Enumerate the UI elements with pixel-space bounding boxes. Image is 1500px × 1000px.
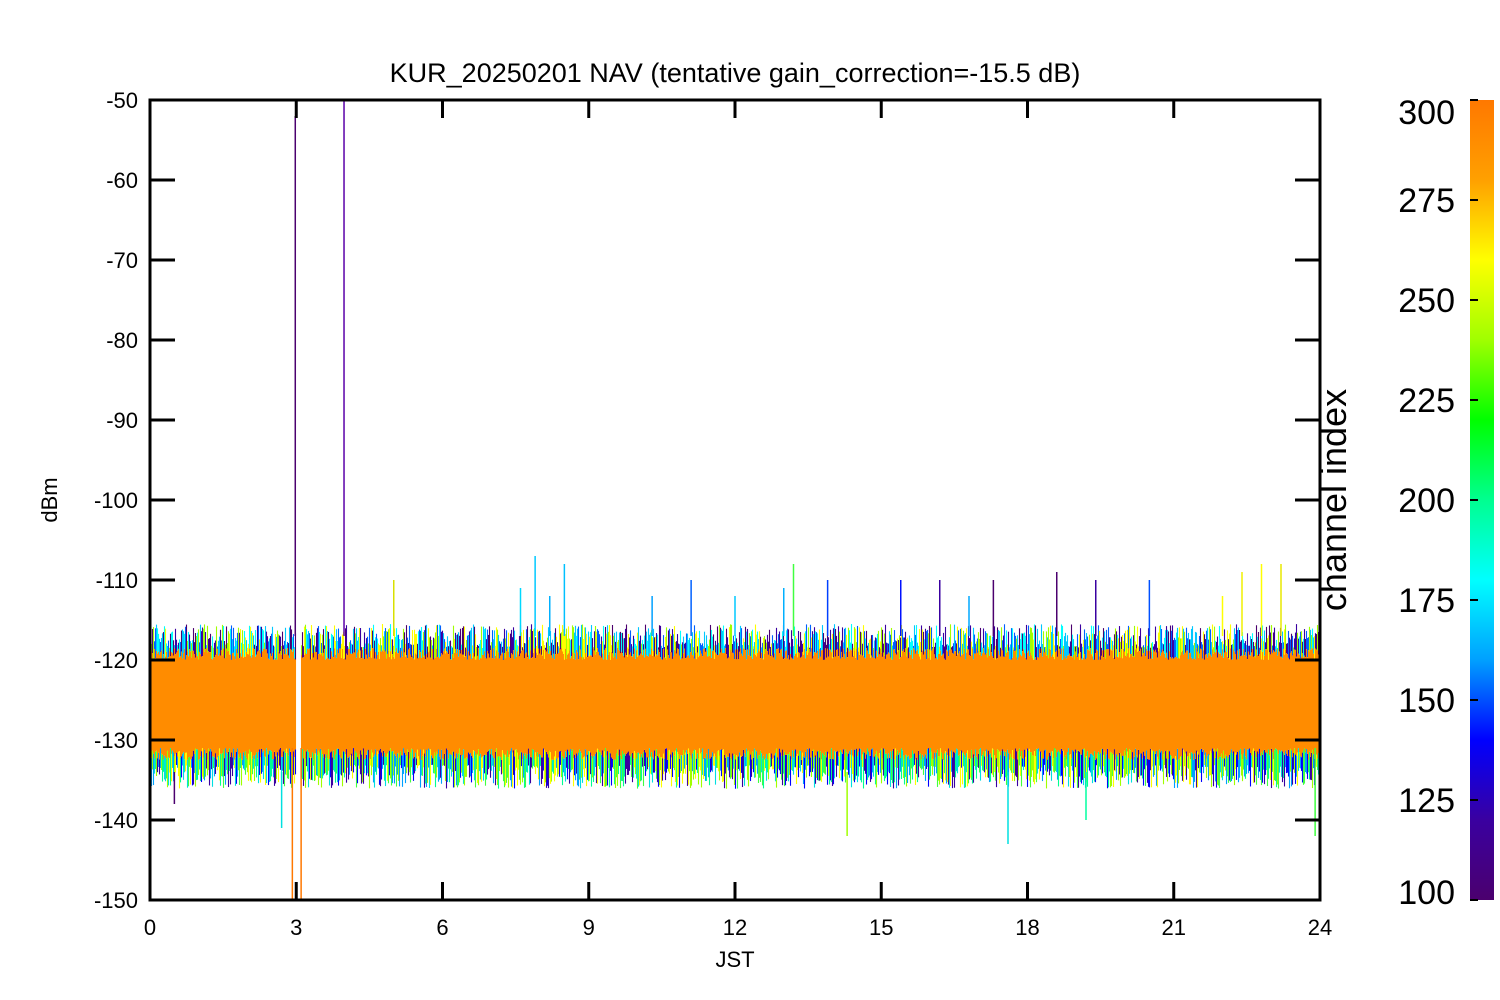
colorbar-tick-label: 300 (1398, 94, 1455, 132)
y-tick-label: -90 (106, 408, 138, 433)
colorbar-tick-label: 100 (1398, 874, 1455, 912)
y-tick-label: -140 (94, 808, 138, 833)
colorbar-label: channel index (1313, 389, 1354, 611)
x-tick-label: 9 (583, 915, 595, 940)
x-tick-label: 3 (290, 915, 302, 940)
x-tick-label: 15 (869, 915, 893, 940)
colorbar-tick-label: 200 (1398, 482, 1455, 520)
y-tick-label: -150 (94, 888, 138, 913)
colorbar-tick-label: 175 (1398, 582, 1455, 620)
x-tick-label: 18 (1015, 915, 1039, 940)
y-tick-label: -130 (94, 728, 138, 753)
y-tick-label: -50 (106, 88, 138, 113)
colorbar: 300 275 250 225 200 175 150 125 100 (1398, 94, 1494, 912)
x-tick-label: 24 (1308, 915, 1332, 940)
x-tick-label: 21 (1162, 915, 1186, 940)
spike-layer (173, 100, 1316, 900)
y-tick-label: -60 (106, 168, 138, 193)
y-axis-label: dBm (37, 477, 62, 522)
y-tick-label: -110 (96, 568, 138, 593)
colorbar-tick-label: 225 (1398, 382, 1455, 420)
x-tick-label: 12 (723, 915, 747, 940)
data-band (150, 624, 1320, 789)
colorbar-tick-label: 125 (1398, 782, 1455, 820)
chart-title: KUR_20250201 NAV (tentative gain_correct… (390, 58, 1081, 88)
colorbar-tick-label: 150 (1398, 682, 1455, 720)
y-tick-label: -100 (94, 488, 138, 513)
x-axis-label: JST (715, 947, 754, 972)
y-tick-label: -80 (106, 328, 138, 353)
x-tick-label: 6 (436, 915, 448, 940)
colorbar-tick-label: 250 (1398, 282, 1455, 320)
y-tick-label: -70 (106, 248, 138, 273)
colorbar-tick-label: 275 (1398, 182, 1455, 220)
x-axis: 0 3 6 9 12 15 18 21 24 (144, 100, 1332, 940)
y-tick-label: -120 (94, 648, 138, 673)
x-tick-label: 0 (144, 915, 156, 940)
y-axis: -50 -60 -70 -80 -90 -100 -110 -120 -130 -140 -150 (94, 88, 1320, 913)
